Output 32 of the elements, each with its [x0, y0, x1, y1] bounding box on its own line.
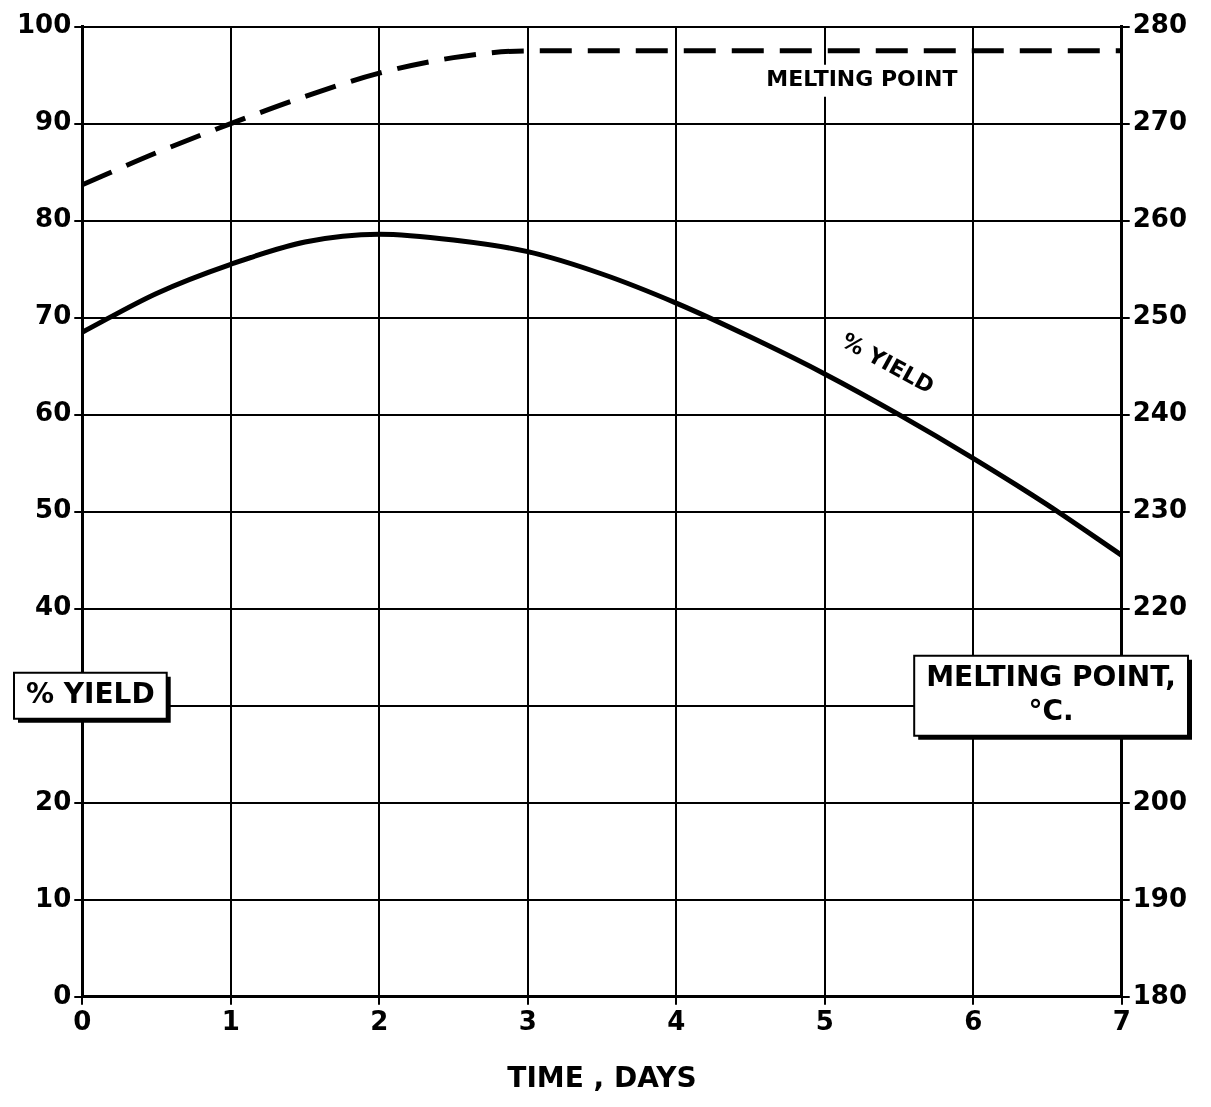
y-tick-label: 40	[35, 591, 72, 622]
y-axis-title: % YIELD	[25, 677, 155, 711]
y2-tick-label: 190	[1132, 882, 1188, 913]
y-tick-label: 100	[16, 9, 72, 40]
x-tick-label: 1	[221, 1006, 240, 1037]
x-tick-label: 0	[73, 1006, 92, 1037]
series-label: MELTING POINT	[766, 65, 958, 91]
y2-tick-label: 220	[1132, 591, 1188, 622]
y-tick-label: 80	[35, 203, 72, 234]
x-tick-label: 4	[667, 1006, 686, 1037]
y2-tick-label: 200	[1132, 785, 1188, 816]
y2-tick-label: 270	[1132, 106, 1188, 137]
x-tick-label: 3	[518, 1006, 537, 1037]
x-tick-label: 7	[1112, 1006, 1131, 1037]
y-tick-label: 50	[35, 494, 72, 525]
x-tick-label: 5	[815, 1006, 834, 1037]
y2-tick-label: 280	[1132, 9, 1188, 40]
x-tick-label: 6	[964, 1006, 983, 1037]
y2-tick-label: 240	[1132, 397, 1188, 428]
y2-tick-label: 250	[1132, 300, 1188, 331]
y2-axis-title: MELTING POINT, °C.	[926, 660, 1177, 728]
y-tick-label: 70	[35, 300, 72, 331]
y2-tick-label: 260	[1132, 203, 1188, 234]
y-tick-label: 90	[35, 106, 72, 137]
y-tick-label: 20	[35, 785, 72, 816]
y2-tick-label: 180	[1132, 979, 1188, 1010]
x-tick-label: 2	[370, 1006, 389, 1037]
y2-tick-label: 230	[1132, 494, 1188, 525]
x-axis-title: TIME , DAYS	[507, 1061, 697, 1095]
y-tick-label: 10	[35, 882, 72, 913]
y-tick-label: 60	[35, 397, 72, 428]
y-tick-label: 0	[53, 979, 72, 1010]
